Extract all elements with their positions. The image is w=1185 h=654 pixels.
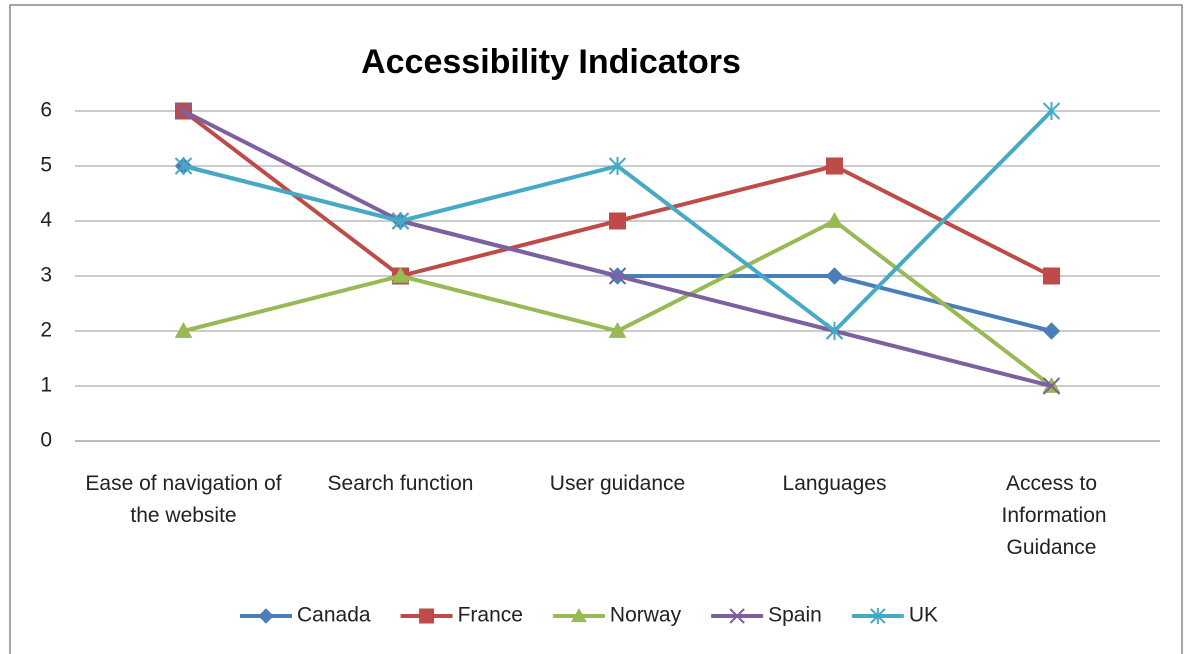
marker [174, 102, 193, 120]
marker [825, 267, 844, 285]
y-tick-label: 3 [40, 264, 52, 287]
y-tick-label: 5 [40, 154, 52, 177]
chart-title: Accessibility Indicators [361, 43, 741, 81]
legend-label: UK [909, 604, 938, 627]
marker [1042, 102, 1061, 120]
marker [870, 608, 886, 624]
marker [419, 608, 435, 624]
marker [391, 212, 410, 230]
marker [391, 266, 410, 283]
x-tick-label: User guidance [549, 472, 686, 495]
marker [1043, 267, 1060, 285]
legend-item: UK [851, 604, 938, 627]
marker [826, 157, 843, 175]
x-tick-label: Ease of navigation of the website [85, 472, 282, 527]
legend-label: France [458, 604, 523, 627]
y-tick-label: 6 [40, 99, 52, 122]
marker [258, 608, 274, 624]
marker [825, 211, 844, 228]
marker [609, 212, 626, 230]
marker [174, 321, 193, 338]
legend-item: France [400, 604, 523, 627]
marker [1042, 377, 1061, 395]
marker [608, 321, 627, 338]
legend-label: Spain [768, 604, 822, 627]
legend-label: Canada [297, 604, 371, 627]
y-tick-label: 2 [40, 319, 52, 342]
legend-item: Canada [240, 604, 371, 627]
legend-item: Spain [711, 604, 822, 627]
y-tick-label: 4 [40, 209, 52, 232]
series [174, 102, 1061, 340]
marker [608, 157, 627, 175]
marker [825, 322, 844, 340]
y-tick-label: 1 [40, 374, 52, 397]
legend-label: Norway [610, 604, 682, 627]
marker [1042, 322, 1061, 340]
series [174, 102, 1061, 395]
x-tick-label: Languages [782, 472, 887, 495]
marker [729, 608, 745, 624]
x-tick-label: Access to Information Guidance [1001, 472, 1107, 559]
x-tick-label: Search function [327, 472, 474, 495]
marker [174, 157, 193, 175]
y-tick-label: 0 [40, 429, 52, 452]
chart-border [9, 4, 1183, 654]
marker [608, 267, 627, 285]
marker [571, 607, 587, 623]
legend-item: Norway [552, 604, 682, 627]
